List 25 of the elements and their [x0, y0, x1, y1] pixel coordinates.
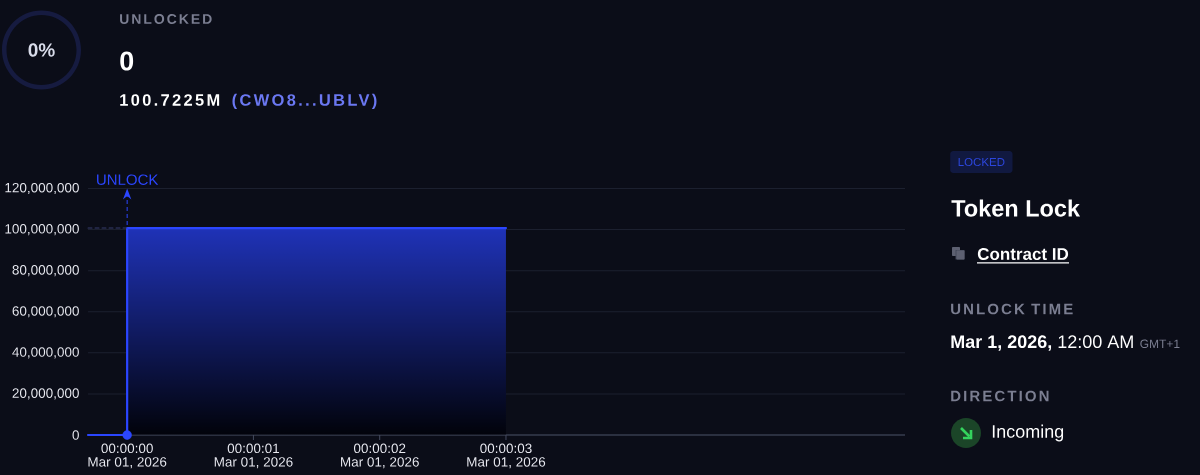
y-tick-label: 20,000,000 [12, 388, 79, 400]
text: Token Lock [951, 199, 1081, 217]
text: LOCKED [958, 157, 1005, 167]
text: 0 [120, 51, 134, 71]
x-tick-label: 00:00:02 Mar 01, 2026 [341, 443, 419, 469]
ref-line-label: UNLOCK [97, 174, 159, 185]
text: Incoming [992, 424, 1064, 442]
y-tick-label: 40,000,000 [12, 347, 79, 359]
x-tick-label: 00:00:00 Mar 01, 2026 [88, 443, 167, 469]
text: (CWO8...UBLV) [232, 93, 377, 110]
text: GMT+1 [1140, 339, 1180, 348]
text: 100.7225M [120, 94, 220, 106]
text: UNLOCK TIME [951, 303, 1073, 315]
y-tick-label: 0 [72, 430, 79, 440]
x-tick-label: 00:00:01 Mar 01, 2026 [214, 443, 293, 469]
y-tick-label: 80,000,000 [12, 265, 79, 277]
y-tick-label: 100,000,000 [5, 224, 79, 236]
text: Mar 1, 2026, 12:00 AM [951, 335, 1133, 351]
text: UNLOCKED [120, 14, 212, 24]
y-tick-label: 60,000,000 [12, 306, 79, 318]
x-tick-label: 00:00:03 Mar 01, 2026 [467, 443, 546, 469]
text: Contract ID [977, 247, 1069, 261]
text: DIRECTION [951, 390, 1049, 402]
text: 0% [28, 43, 55, 57]
y-tick-label: 120,000,000 [5, 182, 79, 195]
